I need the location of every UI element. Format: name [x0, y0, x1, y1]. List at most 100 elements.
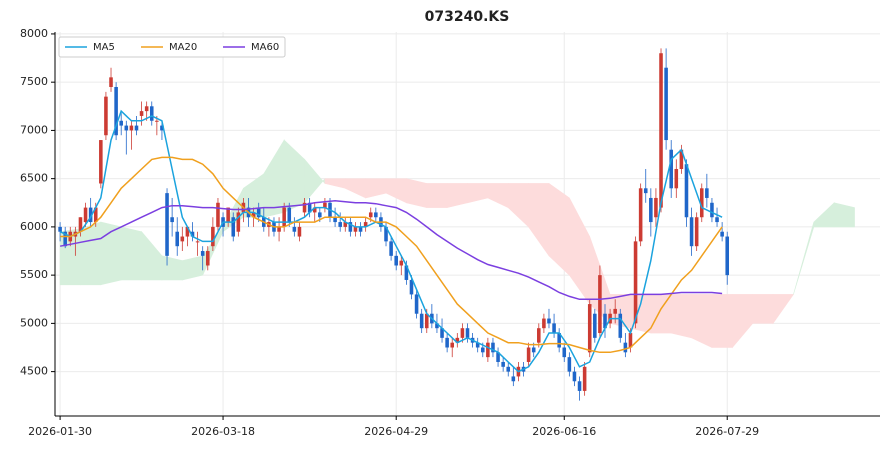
candle-body: [216, 202, 220, 227]
cloud-segment: [691, 294, 713, 348]
candle-body: [185, 226, 190, 237]
y-tick-label: 8000: [20, 27, 48, 40]
candle-body: [496, 352, 500, 362]
candle-body: [633, 241, 638, 324]
cloud-segment: [365, 178, 387, 199]
x-tick-label: 2026-06-16: [532, 425, 596, 438]
candle-body: [654, 197, 658, 218]
candle-body: [368, 212, 373, 218]
candle-body: [88, 207, 93, 223]
cloud-segment: [283, 139, 305, 213]
candle-body: [572, 371, 577, 382]
candle-body: [435, 323, 439, 329]
candle-body: [160, 125, 164, 131]
cloud-segment: [426, 183, 448, 208]
candle-body: [694, 217, 699, 247]
candle-body: [593, 313, 597, 338]
candle-body: [557, 333, 561, 348]
candle-body: [404, 265, 409, 280]
candle-body: [455, 337, 460, 343]
candle-body: [465, 328, 470, 338]
y-tick-label: 7500: [20, 75, 48, 88]
candle-body: [486, 342, 490, 358]
candle-body: [318, 212, 322, 218]
cloud-segment: [813, 202, 835, 228]
candle-body: [669, 149, 673, 189]
candle-body: [358, 226, 363, 232]
candle-body: [552, 323, 556, 334]
candle-body: [200, 251, 205, 256]
cloud-segment: [406, 178, 428, 208]
candle-body: [155, 120, 159, 122]
cloud-segment: [793, 221, 815, 295]
y-tick-label: 5000: [20, 316, 48, 329]
legend-label: MA5: [93, 42, 115, 53]
candle-body: [119, 120, 123, 126]
cloud-segment: [752, 294, 774, 324]
candle-body: [114, 86, 118, 136]
candle-body: [511, 376, 516, 382]
candle-body: [603, 313, 607, 329]
candle-body: [353, 226, 358, 232]
candle-body: [195, 241, 200, 243]
ma-line: [60, 156, 723, 354]
legend-box: [58, 36, 286, 58]
candle-body: [165, 193, 169, 256]
legend-label: MA60: [251, 42, 279, 53]
cloud-segment: [507, 183, 529, 228]
candle-body: [78, 217, 83, 232]
candle-body: [175, 231, 180, 247]
candle-body: [531, 347, 536, 353]
candle-body: [348, 222, 353, 232]
candle-body: [58, 226, 62, 232]
cloud-segment: [833, 202, 855, 228]
candle-body: [389, 241, 393, 256]
candle-body: [236, 212, 241, 232]
candle-body: [149, 106, 154, 121]
candle-body: [679, 149, 684, 170]
candle-body: [725, 236, 730, 276]
candle-body: [63, 231, 67, 247]
candle-body: [190, 231, 195, 237]
candle-body: [577, 381, 582, 391]
candle-body: [282, 207, 286, 227]
candle-body: [292, 226, 297, 232]
candle-body: [211, 226, 215, 247]
candle-body: [659, 53, 663, 208]
cloud-segment: [263, 138, 285, 218]
candle-body: [475, 342, 480, 348]
y-tick-label: 5500: [20, 268, 48, 281]
cloud-segment: [182, 255, 203, 281]
candle-body: [649, 197, 653, 223]
candle-body: [684, 164, 689, 218]
candle-body: [419, 313, 424, 329]
candle-body: [440, 328, 444, 338]
candle-body: [582, 366, 587, 391]
candle-body: [231, 217, 236, 237]
cloud-segment: [732, 294, 753, 349]
candle-body: [715, 217, 719, 223]
candle-body: [394, 255, 398, 266]
candle-body: [83, 207, 88, 223]
candle-body: [460, 328, 465, 338]
cloud-segment: [446, 183, 468, 208]
candle-body: [699, 188, 704, 218]
cloud-segment: [467, 183, 489, 204]
cloud-segment: [161, 255, 183, 281]
candle-body: [480, 347, 485, 353]
candle-body: [144, 106, 149, 112]
candle-body: [170, 217, 174, 223]
candle-body: [705, 188, 709, 198]
cloud-segment: [569, 197, 591, 306]
candle-body: [307, 202, 312, 213]
candle-body: [374, 212, 378, 218]
candle-body: [445, 337, 449, 348]
cloud-segment: [120, 226, 142, 281]
candle-body: [526, 347, 531, 362]
candle-body: [343, 222, 348, 227]
candle-body: [180, 236, 185, 242]
candle-body: [277, 226, 281, 232]
candle-body: [501, 361, 505, 367]
candle-body: [720, 231, 724, 237]
y-tick-label: 6500: [20, 172, 48, 185]
